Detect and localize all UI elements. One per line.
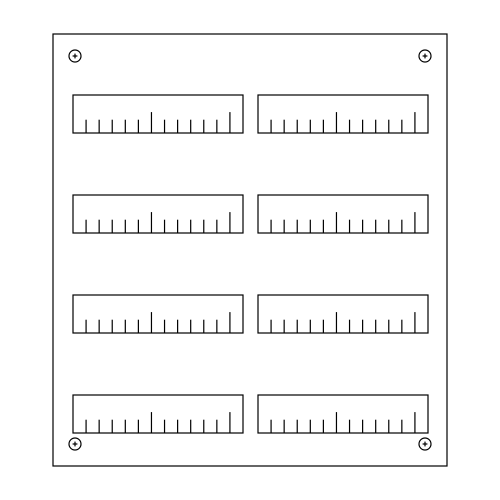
panel-diagram — [0, 0, 500, 500]
